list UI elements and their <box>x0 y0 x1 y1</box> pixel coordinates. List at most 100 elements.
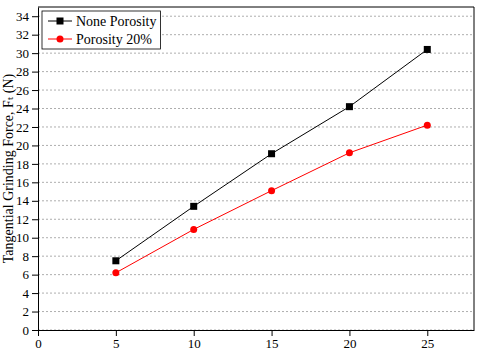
tick: 34 <box>16 9 38 24</box>
grid-line <box>38 53 474 54</box>
tick: 22 <box>16 120 38 135</box>
axis-line <box>38 8 39 331</box>
tick-mark <box>32 201 38 202</box>
tick-mark <box>194 330 195 336</box>
grid-line <box>38 126 474 127</box>
tick: 6 <box>23 267 39 282</box>
point <box>268 187 275 194</box>
point <box>112 269 119 276</box>
tick: 32 <box>16 27 38 42</box>
tick-label: 12 <box>16 212 29 227</box>
grid-line <box>38 219 474 220</box>
tick-label: 34 <box>16 9 30 24</box>
tick-mark <box>32 90 38 91</box>
point-group <box>112 269 119 276</box>
legend-label: None Porosity <box>76 14 157 29</box>
tick-mark <box>32 35 38 36</box>
point-group <box>190 203 197 210</box>
y-axis-title: Tangential Grinding Force, Fₜ (N) <box>1 73 17 263</box>
tick-mark <box>32 238 38 239</box>
grid-line <box>38 330 474 331</box>
tick: 18 <box>16 157 38 172</box>
point-group <box>268 150 275 157</box>
tick-mark <box>32 312 38 313</box>
tick: 24 <box>16 101 38 116</box>
tick: 25 <box>421 330 434 351</box>
tick-label: 6 <box>23 267 30 282</box>
legend-marker <box>57 18 64 25</box>
tick-mark <box>32 256 38 257</box>
legend-item: Porosity 20% <box>48 32 152 47</box>
grid-line <box>38 200 474 201</box>
tick-mark <box>32 164 38 165</box>
point-group <box>346 103 353 110</box>
tick-label: 20 <box>16 138 29 153</box>
series-line <box>116 125 427 273</box>
tick-mark <box>32 53 38 54</box>
tick-mark <box>116 330 117 336</box>
tick-label: 16 <box>16 175 30 190</box>
tick-label: 0 <box>23 323 30 338</box>
tick: 14 <box>16 193 38 208</box>
point <box>190 226 197 233</box>
tick-label: 22 <box>16 120 29 135</box>
point-group <box>424 46 431 53</box>
tick-label: 26 <box>16 83 30 98</box>
tick-mark <box>38 330 39 336</box>
tick: 30 <box>16 46 38 61</box>
tick: 2 <box>23 304 39 319</box>
grid-line <box>38 274 474 275</box>
tick: 4 <box>23 286 39 301</box>
grid-line <box>38 145 474 146</box>
tick-label: 24 <box>16 101 30 116</box>
point <box>112 257 119 264</box>
tick-label: 14 <box>16 193 30 208</box>
grid-line <box>38 182 474 183</box>
tick-mark <box>32 275 38 276</box>
point-group <box>346 149 353 156</box>
tick-mark <box>32 16 38 17</box>
point <box>190 203 197 210</box>
tick-label: 32 <box>16 27 29 42</box>
tick-label: 10 <box>188 336 201 351</box>
chart: 0510152025024681012141618202224262830323… <box>0 0 485 352</box>
grid-line <box>38 293 474 294</box>
tick: 8 <box>23 249 39 264</box>
plot: 0510152025024681012141618202224262830323… <box>16 7 475 351</box>
legend-item: None Porosity <box>48 14 157 29</box>
tick-label: 30 <box>16 46 29 61</box>
tick: 15 <box>266 330 279 351</box>
legend-marker <box>57 36 64 43</box>
tick-label: 4 <box>23 286 30 301</box>
legend-label: Porosity 20% <box>76 32 152 47</box>
tick-label: 28 <box>16 64 29 79</box>
tick: 0 <box>23 323 39 338</box>
frame <box>38 7 474 8</box>
point-group <box>190 226 197 233</box>
tick: 20 <box>343 330 356 351</box>
tick-label: 0 <box>35 336 42 351</box>
tick: 0 <box>35 330 42 351</box>
tick-label: 20 <box>343 336 356 351</box>
tick: 5 <box>113 330 120 351</box>
tick-label: 15 <box>266 336 279 351</box>
tick: 28 <box>16 64 38 79</box>
point <box>424 46 431 53</box>
point <box>268 150 275 157</box>
tick-mark <box>349 330 350 336</box>
frame <box>474 7 475 330</box>
tick: 12 <box>16 212 38 227</box>
point-group <box>424 122 431 129</box>
y-axis: 0246810121416182022242628303234 <box>16 8 39 338</box>
tick: 10 <box>188 330 201 351</box>
tick-mark <box>32 72 38 73</box>
grid-line <box>38 90 474 91</box>
grid-line <box>38 71 474 72</box>
tick-mark <box>32 219 38 220</box>
grid <box>38 16 474 330</box>
tick: 26 <box>16 83 38 98</box>
tick-mark <box>32 293 38 294</box>
tick-label: 8 <box>23 249 30 264</box>
grid-line <box>38 237 474 238</box>
legend-box <box>42 11 161 49</box>
